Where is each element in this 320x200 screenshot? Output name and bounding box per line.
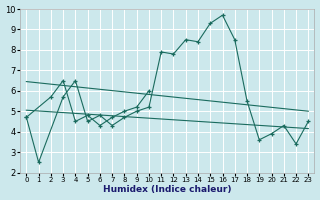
X-axis label: Humidex (Indice chaleur): Humidex (Indice chaleur) xyxy=(103,185,232,194)
